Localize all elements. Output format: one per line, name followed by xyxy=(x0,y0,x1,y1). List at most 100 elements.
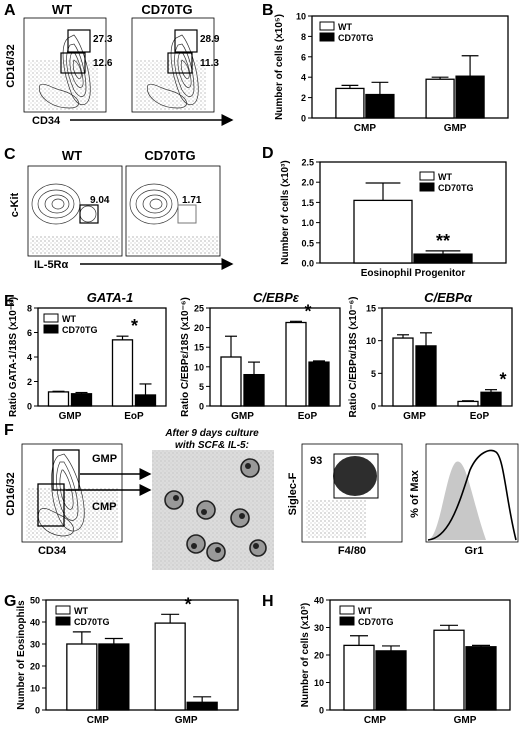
legend-label: WT xyxy=(74,606,88,616)
category-label: CMP xyxy=(354,123,377,134)
category-label: GMP xyxy=(175,715,198,726)
hist-ylabel: % of Max xyxy=(409,469,421,518)
bar-cd70tg xyxy=(415,345,437,407)
bar-wt xyxy=(285,321,307,407)
micrograph xyxy=(152,450,274,570)
y-tick-label: 2.5 xyxy=(301,158,314,168)
f480-label: F4/80 xyxy=(338,545,366,557)
siglec-label: Siglec-F xyxy=(287,472,299,515)
legend-label: CD70TG xyxy=(338,33,374,43)
bar-cd70tg xyxy=(465,646,497,711)
gate-value: 28.9 xyxy=(200,34,220,45)
y-tick-label: 2 xyxy=(301,93,306,103)
chart-title: GATA-1 xyxy=(87,290,133,305)
y-tick-label: 0 xyxy=(35,706,40,716)
y-tick-label: 0 xyxy=(371,402,376,412)
chart-e3: C/EBPα 0 5 10 15 Ratio C/EBPα/18S (x10⁻⁶) GMP E… xyxy=(348,290,513,422)
significance-marker: * xyxy=(499,370,506,390)
bar-cd70tg xyxy=(455,75,485,119)
y-tick-label: 4 xyxy=(301,73,306,83)
y-axis-label: Ratio C/EBPα/18S (x10⁻⁶) xyxy=(348,296,359,417)
y-tick-label: 0 xyxy=(301,114,306,124)
y-tick-label: 8 xyxy=(27,304,32,314)
significance-marker: ** xyxy=(436,231,450,251)
gate-eop xyxy=(177,204,197,224)
y-axis-label: Number of cells (x10³) xyxy=(280,160,291,264)
legend-label: CD70TG xyxy=(358,617,394,627)
gate-value: 11.3 xyxy=(200,58,219,69)
y-tick-label: 2 xyxy=(27,377,32,387)
chart-title: C/EBPε xyxy=(253,290,300,305)
y-tick-label: 10 xyxy=(30,684,40,694)
bar-wt xyxy=(154,622,186,711)
legend-swatch-wt xyxy=(339,605,355,615)
y-tick-label: 10 xyxy=(314,678,324,688)
bar-cd70tg xyxy=(375,650,407,711)
bar-wt xyxy=(353,199,413,264)
y-tick-label: 10 xyxy=(296,12,306,22)
siglec-percent: 93 xyxy=(310,455,322,467)
panel-letter: B xyxy=(262,2,274,19)
bar-cd70tg xyxy=(98,643,130,711)
y-tick-label: 1.5 xyxy=(301,198,314,208)
category-label: EoP xyxy=(124,411,144,422)
flow-plot-a-tg: 28.9 11.3 xyxy=(131,17,220,113)
legend-swatch-cd70tg xyxy=(339,616,355,626)
y-tick-label: 40 xyxy=(314,596,324,606)
legend-swatch-wt xyxy=(43,313,59,323)
plot-frame xyxy=(319,161,507,264)
y-tick-label: 30 xyxy=(314,623,324,633)
panel-letter-f: F xyxy=(4,422,14,439)
panel-c: C WT CD70TG c-Kit IL-5Rα 9.04 xyxy=(4,146,234,271)
y-tick-label: 2.0 xyxy=(301,178,314,188)
legend-label: CD70TG xyxy=(62,325,98,335)
category-label: GMP xyxy=(403,411,426,422)
bar-wt xyxy=(392,337,414,407)
legend-swatch-cd70tg xyxy=(43,324,59,334)
chart-e1: E GATA-1 0 2 4 6 8 Ratio GATA-1/18S (x10⁻⁶) GMP E… xyxy=(4,290,167,422)
category-label: EoP xyxy=(298,411,318,422)
gate-value: 27.3 xyxy=(93,34,113,45)
chart-b: B 0 2 4 6 8 10 Number of cells (x10⁵) CMP GMP WTCD… xyxy=(262,2,509,134)
significance-marker: * xyxy=(131,316,138,336)
y-tick-label: 25 xyxy=(194,304,204,314)
gate-eop xyxy=(79,204,99,224)
y-tick-label: 4 xyxy=(27,353,32,363)
y-tick-label: 0.5 xyxy=(301,238,314,248)
y-tick-label: 0 xyxy=(199,402,204,412)
significance-marker: * xyxy=(185,594,192,614)
flow-c-title-wt: WT xyxy=(62,148,82,163)
category-label: GMP xyxy=(231,411,254,422)
legend-label: WT xyxy=(438,172,452,182)
bar-cd70tg xyxy=(308,361,330,407)
gmp-label: GMP xyxy=(92,453,117,465)
y-tick-label: 0.0 xyxy=(301,259,314,269)
legend-swatch-wt xyxy=(319,21,335,31)
bar-cd70tg xyxy=(134,394,157,407)
y-tick-label: 8 xyxy=(301,32,306,42)
gate-value: 1.71 xyxy=(182,195,202,206)
y-axis-label: Number of Eosinophils xyxy=(16,600,27,710)
bar-wt xyxy=(66,643,98,711)
flow-c-xlabel: IL-5Rα xyxy=(34,259,69,271)
flow-plot-f xyxy=(21,443,123,543)
bar-cd70tg xyxy=(186,701,218,711)
legend-label: CD70TG xyxy=(438,183,474,193)
flow-f-ylabel: CD16/32 xyxy=(5,472,17,515)
y-tick-label: 30 xyxy=(30,640,40,650)
flow-plot-c-tg: 1.71 xyxy=(125,165,221,257)
plot-frame xyxy=(209,307,341,407)
legend-label: WT xyxy=(338,22,352,32)
flow-a-ylabel: CD16/32 xyxy=(5,44,17,87)
bar-wt xyxy=(425,78,455,119)
bar-wt xyxy=(220,356,242,407)
gate-cmp xyxy=(167,52,193,74)
plot-frame xyxy=(311,15,509,119)
flow-c-title-tg: CD70TG xyxy=(144,148,195,163)
chart-d: D 0.0 0.5 1.0 1.5 2.0 2.5 Number of cells (x10³… xyxy=(262,145,507,279)
panel-letter: D xyxy=(262,145,274,162)
